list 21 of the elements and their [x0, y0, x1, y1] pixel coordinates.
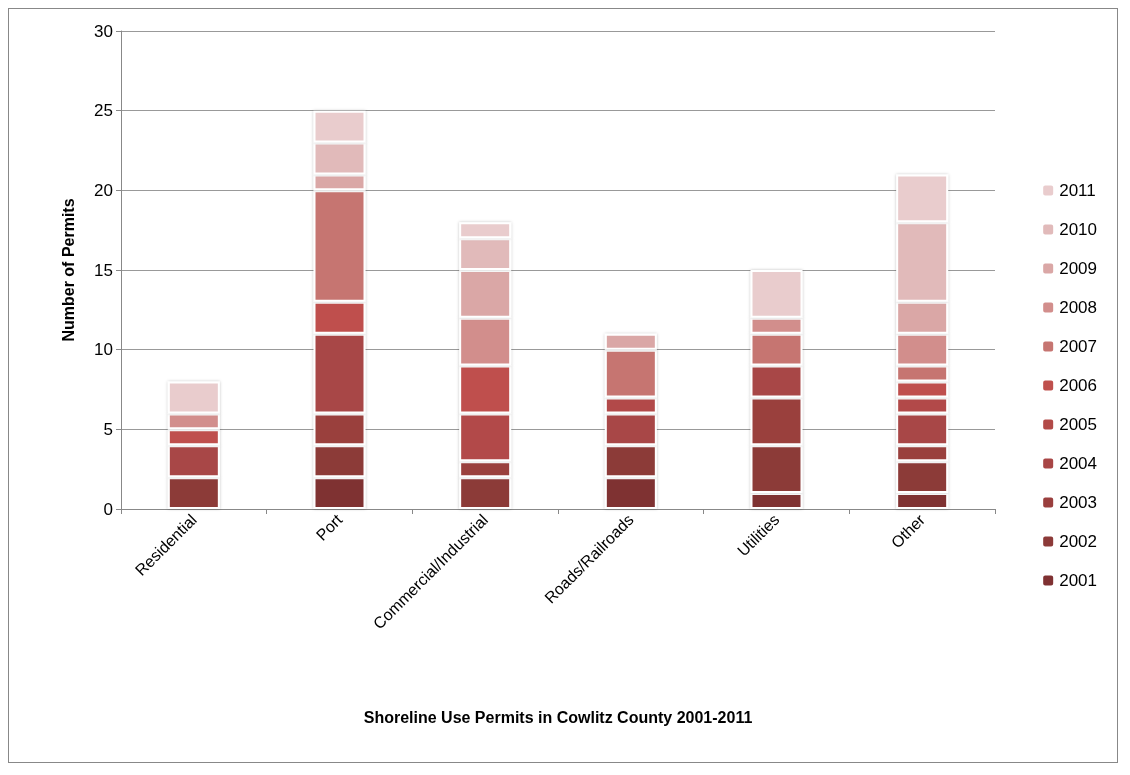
x-tick-label: Port — [312, 510, 346, 544]
y-tick-label: 5 — [103, 419, 113, 439]
y-tick-label: 15 — [94, 260, 113, 280]
legend-label: 2010 — [1059, 220, 1098, 239]
legend-label: 2007 — [1059, 337, 1098, 356]
y-tick-label: 10 — [94, 340, 113, 360]
legend-label: 2009 — [1059, 259, 1098, 278]
legend-label: 2004 — [1059, 454, 1098, 473]
y-tick-label: 20 — [94, 180, 113, 200]
legend-label: 2006 — [1059, 376, 1098, 395]
legend-label: 2011 — [1059, 181, 1096, 200]
y-tick-label: 0 — [103, 499, 113, 519]
y-axis-title: Number of Permits — [59, 198, 77, 342]
legend-label: 2002 — [1059, 532, 1098, 551]
legend-label: 2003 — [1059, 493, 1098, 512]
y-tick-label: 25 — [94, 101, 113, 121]
legend-label: 2005 — [1059, 415, 1098, 434]
legend-label: 2008 — [1059, 298, 1098, 317]
legend-label: 2001 — [1059, 571, 1098, 590]
x-axis-title: Shoreline Use Permits in Cowlitz County 2001-2011 — [363, 708, 753, 726]
y-tick-label: 30 — [94, 21, 113, 41]
